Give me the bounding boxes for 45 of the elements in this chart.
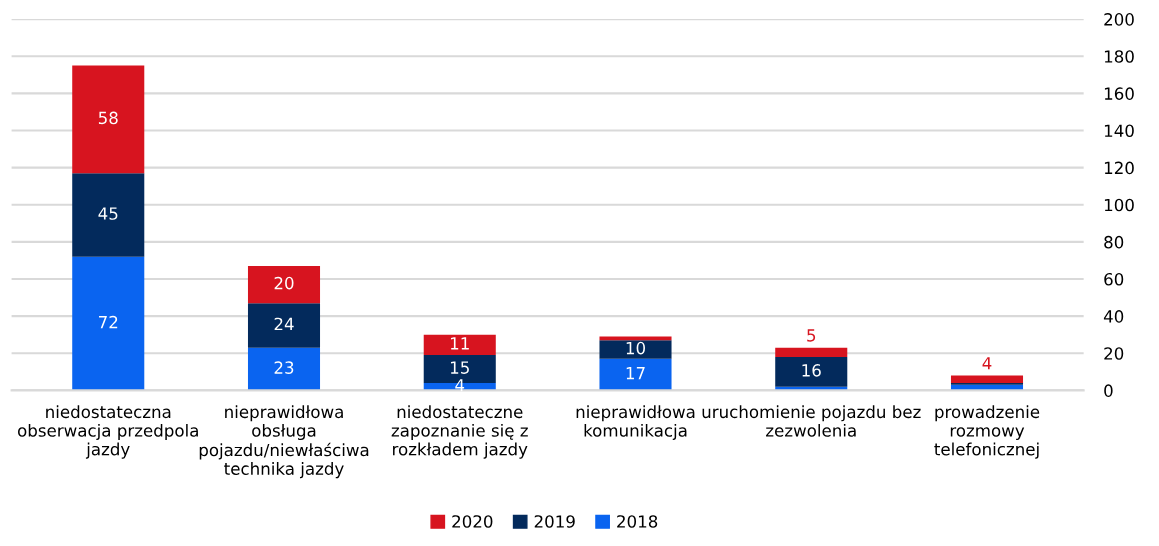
data-label: 11 — [450, 337, 469, 350]
bar — [950, 375, 1024, 383]
bar — [72, 256, 145, 391]
bar — [72, 65, 145, 174]
y-tick-label: 40 — [1103, 310, 1124, 323]
y-tick-label: 60 — [1104, 272, 1124, 286]
bar — [599, 340, 672, 359]
data-label: 45 — [98, 207, 118, 220]
bar — [599, 358, 672, 391]
y-tick-label: 80 — [1104, 235, 1124, 249]
y-tick-label: 100 — [1104, 198, 1134, 212]
data-label: 17 — [626, 367, 645, 380]
bar — [775, 347, 848, 357]
bar — [775, 356, 848, 387]
data-label: 58 — [98, 111, 118, 125]
legend-label: 2019 — [534, 515, 575, 528]
data-label: 72 — [99, 315, 118, 329]
y-tick-label: 0 — [1104, 384, 1113, 397]
legend-label: 2020 — [452, 515, 493, 528]
y-tick-label: 140 — [1104, 124, 1134, 138]
y-tick-label: 160 — [1104, 87, 1134, 100]
bar — [247, 303, 321, 348]
y-tick-label: 200 — [1104, 13, 1134, 26]
x-tick-label: uruchomienie pojazdu bez zezwolenia — [702, 405, 921, 437]
y-tick-label: 20 — [1104, 347, 1124, 360]
x-tick-label: nieprawidłowa komunikacja — [576, 405, 695, 441]
data-label: 24 — [274, 317, 294, 331]
legend-label: 2018 — [617, 515, 658, 528]
data-label: 10 — [626, 341, 645, 355]
x-tick-label: niedostateczna obserwacja przedpola jazdy — [17, 405, 198, 459]
x-tick-label: niedostateczne zapoznanie się z rozkładem jazdy — [391, 405, 528, 459]
y-tick-label: 180 — [1104, 50, 1134, 63]
data-label: 23 — [274, 361, 294, 374]
bar — [423, 334, 496, 356]
bar — [247, 347, 321, 391]
x-tick-label: prowadzenie rozmowy telefonicznej — [934, 405, 1040, 459]
bar — [72, 173, 145, 257]
data-label: 20 — [274, 276, 294, 290]
x-tick-label: nieprawidłowa obsługa pojazdu/niewłaściwa technika jazdy — [199, 405, 369, 479]
y-tick-label: 120 — [1104, 161, 1134, 175]
data-label: 15 — [450, 361, 469, 374]
data-label: 4 — [982, 357, 992, 370]
bar — [247, 266, 321, 304]
data-label: 5 — [807, 329, 816, 342]
data-label: 16 — [802, 364, 821, 377]
